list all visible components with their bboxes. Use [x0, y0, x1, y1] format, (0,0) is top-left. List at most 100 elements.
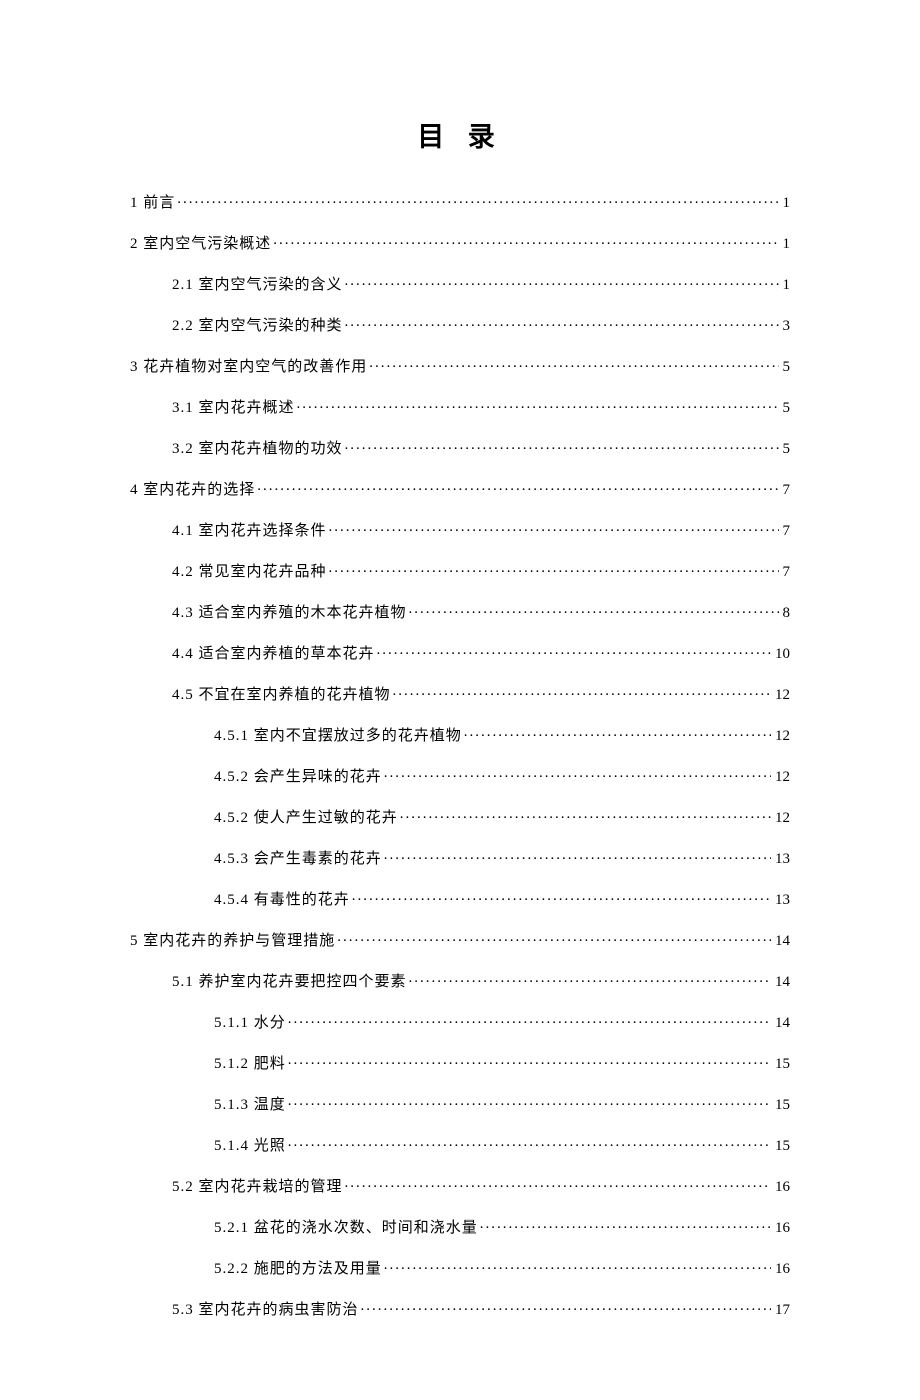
toc-entry-label: 3 花卉植物对室内空气的改善作用 — [130, 360, 367, 375]
toc-entry: 4.3 适合室内养殖的木本花卉植物 8 — [130, 602, 790, 621]
toc-entry-page: 7 — [781, 524, 791, 539]
toc-entry-page: 14 — [773, 1016, 790, 1031]
toc-entry-page: 7 — [781, 565, 791, 580]
toc-entry: 2 室内空气污染概述 1 — [130, 233, 790, 252]
toc-leader-dots — [464, 725, 771, 740]
toc-entry: 5.1.3 温度 15 — [130, 1094, 790, 1113]
toc-entry-label: 4.4 适合室内养植的草本花卉 — [172, 647, 375, 662]
toc-entry-label: 3.1 室内花卉概述 — [172, 401, 295, 416]
toc-entry: 5.1.2 肥料 15 — [130, 1053, 790, 1072]
page-container: 目 录 1 前言 1 2 室内空气污染概述 1 2.1 室内空气污染的含义 1 2.2 室内… — [0, 0, 920, 1400]
toc-entry-label: 5.2.1 盆花的浇水次数、时间和浇水量 — [214, 1221, 478, 1236]
toc-entry-label: 4.3 适合室内养殖的木本花卉植物 — [172, 606, 407, 621]
toc-entry: 5 室内花卉的养护与管理措施14 — [130, 930, 790, 949]
toc-entry-label: 4 室内花卉的选择 — [130, 483, 255, 498]
toc-leader-dots — [384, 848, 771, 863]
toc-entry-page: 10 — [773, 647, 790, 662]
toc-entry-page: 12 — [773, 811, 790, 826]
toc-leader-dots — [345, 274, 779, 289]
toc-entry: 5.2.1 盆花的浇水次数、时间和浇水量 16 — [130, 1217, 790, 1236]
toc-entry-page: 16 — [773, 1221, 790, 1236]
toc-leader-dots — [384, 766, 771, 781]
toc-entry: 4.5.4 有毒性的花卉 13 — [130, 889, 790, 908]
toc-leader-dots — [288, 1012, 771, 1027]
toc-leader-dots — [257, 479, 778, 494]
toc-entry-page: 1 — [781, 278, 791, 293]
toc-entry: 3 花卉植物对室内空气的改善作用 5 — [130, 356, 790, 375]
toc-leader-dots — [177, 192, 778, 207]
toc-entry: 1 前言 1 — [130, 192, 790, 211]
toc-leader-dots — [288, 1135, 771, 1150]
toc-entry-label: 4.5.2 使人产生过敏的花卉 — [214, 811, 398, 826]
toc-leader-dots — [409, 602, 779, 617]
toc-leader-dots — [329, 520, 779, 535]
toc-entry: 4 室内花卉的选择 7 — [130, 479, 790, 498]
toc-entry-label: 4.5 不宜在室内养植的花卉植物 — [172, 688, 391, 703]
toc-entry: 4.5 不宜在室内养植的花卉植物 12 — [130, 684, 790, 703]
toc-entry-page: 12 — [773, 770, 790, 785]
toc-entry-page: 12 — [773, 688, 790, 703]
toc-leader-dots — [345, 438, 779, 453]
toc-entry-label: 5.2.2 施肥的方法及用量 — [214, 1262, 382, 1277]
toc-entry-page: 13 — [773, 893, 790, 908]
toc-leader-dots — [369, 356, 778, 371]
toc-entry-label: 2 室内空气污染概述 — [130, 237, 271, 252]
toc-entry: 4.4 适合室内养植的草本花卉 10 — [130, 643, 790, 662]
toc-entry-page: 1 — [781, 237, 791, 252]
toc-leader-dots — [384, 1258, 771, 1273]
toc-leader-dots — [337, 930, 771, 945]
toc-entry-label: 5.3 室内花卉的病虫害防治 — [172, 1303, 359, 1318]
toc-entry: 4.5.2 会产生异味的花卉 12 — [130, 766, 790, 785]
toc-entry: 2.2 室内空气污染的种类 3 — [130, 315, 790, 334]
toc-entry-page: 8 — [781, 606, 791, 621]
toc-entry: 3.1 室内花卉概述 5 — [130, 397, 790, 416]
toc-entry-label: 1 前言 — [130, 196, 175, 211]
toc-entry: 5.1.1 水分 14 — [130, 1012, 790, 1031]
toc-entry-label: 5.1.1 水分 — [214, 1016, 286, 1031]
toc-entry-page: 1 — [781, 196, 791, 211]
toc-entry-page: 5 — [781, 360, 791, 375]
toc-entry-label: 5.1.4 光照 — [214, 1139, 286, 1154]
toc-title: 目 录 — [130, 115, 790, 154]
toc-leader-dots — [361, 1299, 771, 1314]
toc-leader-dots — [409, 971, 771, 986]
toc-entry-label: 2.2 室内空气污染的种类 — [172, 319, 343, 334]
toc-entry-label: 4.5.1 室内不宜摆放过多的花卉植物 — [214, 729, 462, 744]
toc-entry-label: 5.1.2 肥料 — [214, 1057, 286, 1072]
toc-entry: 4.5.3 会产生毒素的花卉 13 — [130, 848, 790, 867]
toc-entry-page: 13 — [773, 852, 790, 867]
toc-entry-page: 3 — [781, 319, 791, 334]
toc-entry-page: 15 — [773, 1139, 790, 1154]
toc-entry-page: 5 — [781, 401, 791, 416]
toc-entry-page: 7 — [781, 483, 791, 498]
toc-entry-page: 15 — [773, 1057, 790, 1072]
toc-leader-dots — [345, 1176, 771, 1191]
toc-entry: 4.5.1 室内不宜摆放过多的花卉植物 12 — [130, 725, 790, 744]
toc-entry-page: 16 — [773, 1180, 790, 1195]
toc-entry: 2.1 室内空气污染的含义 1 — [130, 274, 790, 293]
toc-entry-label: 4.1 室内花卉选择条件 — [172, 524, 327, 539]
toc-entry-page: 5 — [781, 442, 791, 457]
toc-entry-label: 5.1 养护室内花卉要把控四个要素 — [172, 975, 407, 990]
toc-entry: 3.2 室内花卉植物的功效5 — [130, 438, 790, 457]
toc-entry-page: 16 — [773, 1262, 790, 1277]
toc-leader-dots — [273, 233, 778, 248]
toc-leader-dots — [297, 397, 779, 412]
toc-leader-dots — [345, 315, 779, 330]
toc-entry: 4.2 常见室内花卉品种 7 — [130, 561, 790, 580]
toc-entry-page: 14 — [773, 975, 790, 990]
toc-leader-dots — [288, 1053, 771, 1068]
toc-entry-label: 4.5.3 会产生毒素的花卉 — [214, 852, 382, 867]
toc-entry: 5.2 室内花卉栽培的管理16 — [130, 1176, 790, 1195]
toc-entry-page: 12 — [773, 729, 790, 744]
toc-entry-page: 14 — [773, 934, 790, 949]
toc-entry-label: 2.1 室内空气污染的含义 — [172, 278, 343, 293]
toc-entry-label: 4.5.4 有毒性的花卉 — [214, 893, 350, 908]
toc-entry-page: 15 — [773, 1098, 790, 1113]
toc-entry-label: 5.1.3 温度 — [214, 1098, 286, 1113]
toc-entry-label: 4.5.2 会产生异味的花卉 — [214, 770, 382, 785]
toc-leader-dots — [480, 1217, 771, 1232]
toc-entry-label: 4.2 常见室内花卉品种 — [172, 565, 327, 580]
toc-leader-dots — [288, 1094, 771, 1109]
toc-leader-dots — [329, 561, 779, 576]
